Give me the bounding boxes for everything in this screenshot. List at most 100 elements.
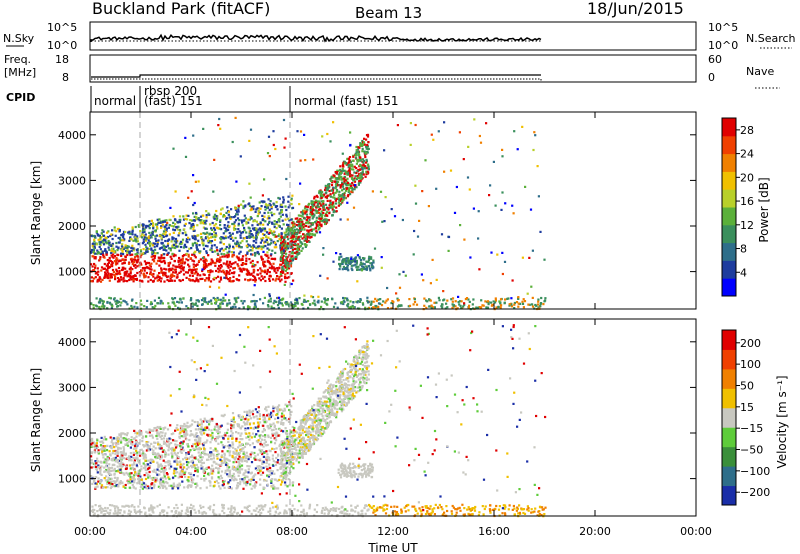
rti-cell (258, 201, 261, 204)
rti-cell (294, 217, 297, 220)
rti-cell (247, 468, 250, 471)
rti-cell (142, 229, 145, 232)
rti-cell (276, 269, 279, 272)
rti-cell (243, 237, 246, 240)
rti-cell (258, 211, 261, 214)
rti-cell (187, 479, 190, 482)
rti-cell (91, 508, 95, 511)
rti-cell (359, 181, 362, 184)
rti-cell (311, 302, 314, 305)
rti-cell (237, 258, 240, 261)
rti-cell (250, 207, 253, 210)
rti-cell (245, 235, 248, 239)
rti-cell (213, 244, 216, 247)
power-swatch (722, 207, 736, 226)
rti-cell (310, 235, 313, 239)
rti-cell (143, 269, 146, 272)
rti-cell (250, 478, 253, 481)
rti-cell (332, 209, 336, 212)
rti-cell (185, 214, 188, 217)
rti-cell (241, 221, 244, 224)
rti-cell (110, 276, 113, 279)
rti-cell (331, 214, 334, 217)
rti-cell (138, 279, 141, 282)
rti-cell (108, 512, 112, 515)
rti-cell (255, 300, 258, 303)
rti-cell (169, 261, 172, 264)
rti-cell (311, 203, 314, 206)
rti-cell (101, 229, 104, 232)
rti-cell (276, 240, 279, 243)
rti-cell (238, 252, 241, 255)
rti-cell (220, 208, 223, 211)
rti-cell (276, 506, 279, 509)
rti-cell (332, 507, 335, 510)
rti-cell (366, 143, 369, 147)
rti-cell (256, 417, 259, 421)
rti-cell (286, 264, 289, 267)
beam-label: Beam 13 (355, 4, 422, 22)
rti-cell (219, 219, 222, 222)
rti-cell (427, 205, 430, 208)
rti-cell (254, 277, 257, 280)
rti-cell (238, 469, 241, 473)
rti-cell (254, 252, 257, 255)
rti-cell (251, 253, 254, 256)
rti-cell (248, 510, 251, 513)
rti-cell (315, 222, 318, 225)
rti-cell (489, 504, 492, 507)
rti-cell (138, 225, 141, 228)
rti-cell (374, 514, 377, 517)
rti-cell (90, 445, 93, 448)
rti-cell (179, 240, 182, 243)
rti-cell (112, 442, 115, 445)
rti-cell (113, 458, 116, 462)
rti-cell (511, 508, 514, 511)
rti-cell (424, 159, 427, 162)
rti-cell (179, 279, 182, 283)
rti-cell (131, 441, 134, 444)
rti-cell (111, 268, 115, 272)
rti-cell (146, 247, 149, 250)
rti-cell (174, 471, 177, 474)
rti-cell (262, 508, 265, 511)
rti-cell (247, 471, 250, 474)
rti-cell (253, 245, 256, 248)
rti-cell (178, 263, 181, 266)
rti-cell (285, 301, 288, 304)
rti-cell (269, 300, 272, 303)
rti-cell (106, 507, 109, 510)
rti-cell (204, 244, 208, 247)
rti-cell (351, 188, 354, 191)
rti-cell (136, 235, 139, 238)
rti-cell (113, 226, 116, 229)
rti-cell (252, 236, 255, 239)
rti-cell (363, 263, 366, 266)
rti-cell (209, 236, 213, 239)
rti-cell (261, 218, 264, 221)
rti-cell (230, 427, 233, 430)
rti-cell (116, 454, 119, 457)
rti-cell (500, 304, 503, 307)
rti-cell (144, 239, 147, 242)
rti-cell (248, 232, 251, 235)
rti-cell (271, 432, 274, 435)
rti-cell (215, 217, 218, 220)
rti-cell (120, 252, 123, 255)
rti-cell (100, 507, 103, 510)
rti-cell (319, 190, 322, 193)
rti-cell (137, 474, 140, 478)
rti-cell (245, 432, 248, 435)
rti-cell (210, 233, 213, 236)
power-swatch (722, 135, 736, 155)
rti-cell (341, 167, 344, 170)
rti-cell (343, 191, 346, 194)
rti-cell (287, 238, 290, 241)
rti-cell (228, 272, 231, 275)
rti-cell (101, 302, 104, 305)
rti-cell (252, 244, 255, 247)
rti-cell (331, 298, 334, 301)
rti-cell (144, 468, 147, 471)
rti-cell (535, 304, 538, 307)
rti-cell (178, 249, 181, 252)
